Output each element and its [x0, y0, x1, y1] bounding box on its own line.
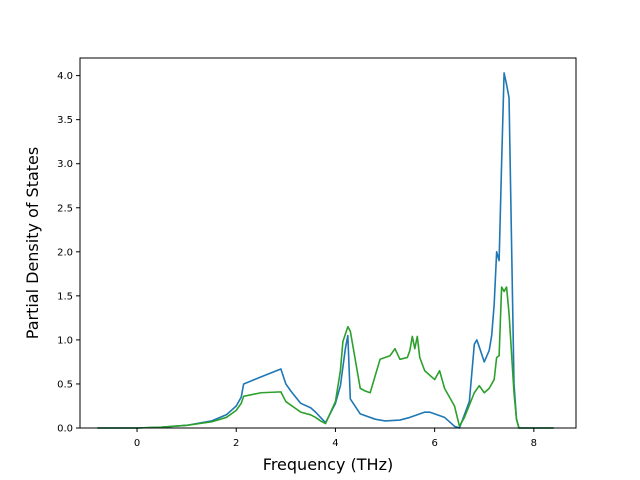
y-tick-label: 3.5	[57, 115, 73, 126]
series-layer	[97, 72, 554, 429]
plot-frame	[79, 57, 577, 429]
y-axis-label: Partial Density of States	[23, 147, 42, 339]
series-line-2	[97, 286, 554, 429]
y-tick-label: 1.0	[57, 335, 73, 346]
y-tick-label: 0.5	[57, 379, 73, 390]
series-line-1	[97, 72, 554, 429]
y-tick-label: 2.0	[57, 247, 73, 258]
y-tick-label: 1.5	[57, 291, 73, 302]
y-tick-label: 0.0	[57, 424, 73, 435]
x-tick-label: 2	[233, 438, 239, 449]
x-axis-ticks: 0 2 4 6 8	[134, 428, 537, 449]
y-tick-label: 4.0	[57, 71, 73, 82]
x-axis-label: Frequency (THz)	[263, 455, 393, 474]
y-tick-label: 2.5	[57, 203, 73, 214]
x-tick-label: 6	[431, 438, 437, 449]
x-tick-label: 4	[332, 438, 338, 449]
y-tick-label: 3.0	[57, 159, 73, 170]
y-axis-ticks: 0.0 0.5 1.0 1.5 2.0 2.5 3.0 3.5 4.0	[57, 71, 80, 435]
plot-area	[80, 58, 576, 428]
x-tick-label: 8	[531, 438, 537, 449]
x-tick-label: 0	[134, 438, 140, 449]
